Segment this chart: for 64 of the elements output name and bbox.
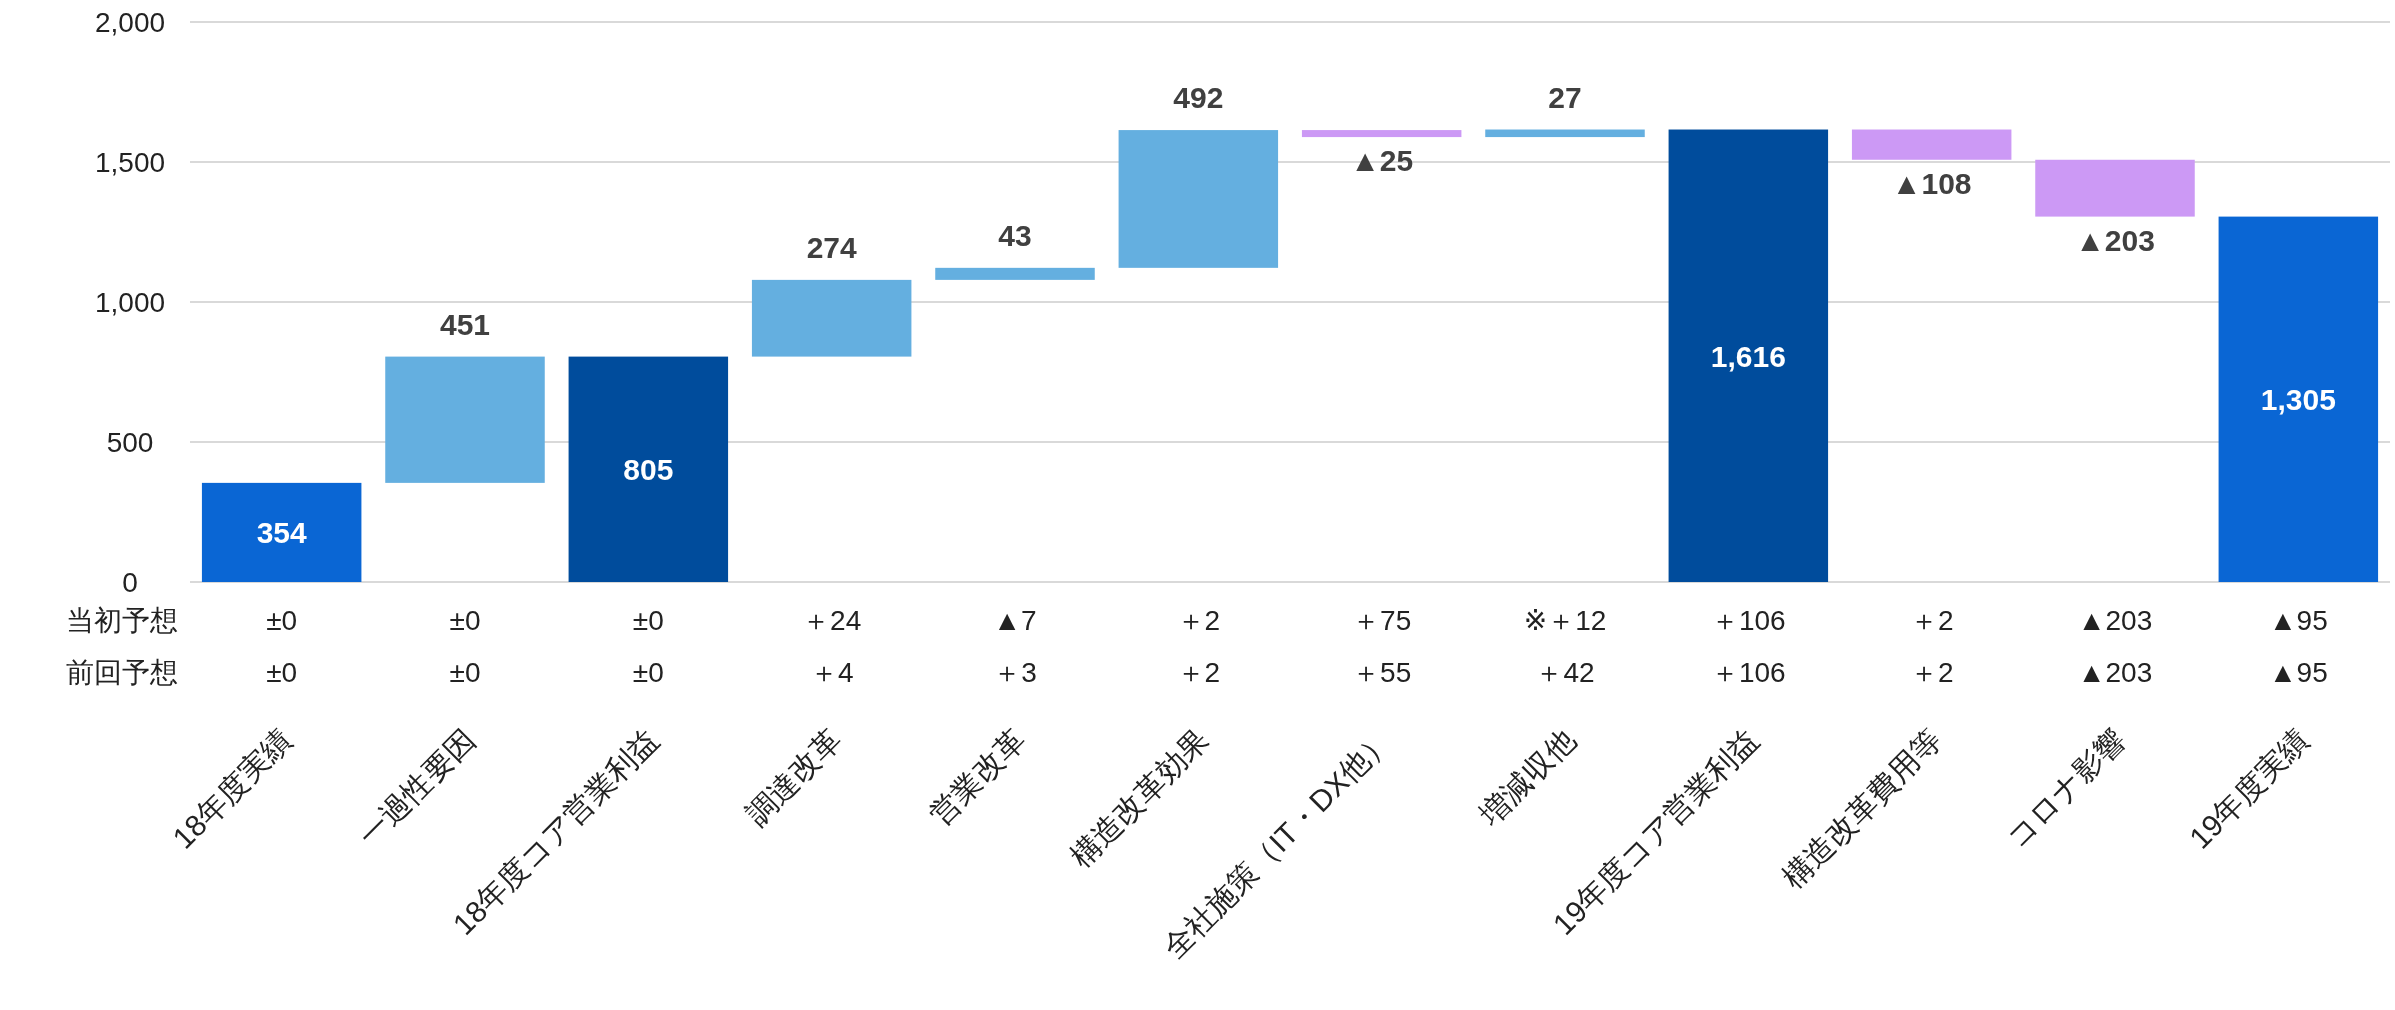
x-tick-label: 構造改革効果	[1063, 722, 1215, 874]
y-tick-label: 2,000	[94, 7, 166, 38]
bar	[1668, 129, 1829, 582]
y-tick-label: 1,500	[94, 147, 166, 178]
text: ＋2	[1176, 605, 1221, 636]
text: ＋55	[1352, 657, 1412, 688]
text: 前回予想	[66, 657, 178, 688]
data-label: ▲203	[2075, 223, 2155, 257]
text: ＋2	[1909, 657, 1954, 688]
text: ±0	[449, 605, 481, 636]
text: ＋2	[1909, 605, 1954, 636]
bar	[385, 356, 545, 483]
data-label: 43	[998, 218, 1032, 252]
data-label: 805	[623, 453, 674, 487]
bar	[1851, 129, 2012, 160]
text: ＋106	[1710, 657, 1786, 688]
text: ▲203	[2077, 657, 2153, 688]
x-tick-label: 一過性要因	[351, 722, 482, 853]
bar	[568, 356, 729, 582]
text: ±0	[266, 605, 298, 636]
text: ＋2	[1176, 657, 1221, 688]
bar	[751, 279, 912, 357]
text: ＋42	[1535, 657, 1595, 688]
bar	[1485, 129, 1645, 138]
data-label: 1,305	[2260, 383, 2336, 417]
text: ▲95	[2268, 605, 2328, 636]
text: ＋75	[1352, 605, 1412, 636]
data-label: 1,616	[1710, 339, 1786, 373]
x-tick-label: 調達改革	[739, 722, 848, 832]
bar	[1118, 130, 1279, 268]
text: ▲203	[2077, 605, 2153, 636]
bar	[935, 267, 1095, 280]
text: ±0	[632, 605, 664, 636]
text: ±0	[632, 657, 664, 688]
text: ▲95	[2268, 657, 2328, 688]
y-tick-label: 0	[122, 567, 138, 598]
bar	[2035, 159, 2195, 217]
text: ＋106	[1710, 605, 1786, 636]
text: ※＋12	[1523, 605, 1607, 636]
bar	[201, 482, 362, 582]
x-tick-label: 営業改革	[923, 722, 1032, 832]
data-label: ▲25	[1350, 144, 1414, 178]
text: ＋3	[993, 657, 1037, 688]
bar	[2218, 216, 2379, 582]
x-tick-label: コロナ影響	[1999, 722, 2132, 855]
text: ＋24	[802, 605, 862, 636]
text: ＋4	[809, 657, 854, 688]
data-label: 492	[1173, 81, 1224, 115]
data-label: 274	[806, 230, 857, 264]
x-tick-label: 構造改革費用等	[1776, 722, 1948, 895]
text: 当初予想	[66, 605, 178, 636]
text: ±0	[449, 657, 481, 688]
bar	[1301, 130, 1462, 138]
x-tick-label: 増減収他	[1472, 722, 1582, 832]
y-tick-label: 1,000	[94, 287, 166, 318]
data-label: 354	[256, 516, 307, 550]
y-tick-label: 500	[106, 427, 154, 458]
data-label: 451	[439, 307, 491, 341]
x-tick-label: 19年度実績	[2182, 722, 2315, 855]
data-label: 27	[1548, 80, 1582, 114]
text: ▲7	[993, 605, 1037, 636]
x-tick-label: 18年度実績	[166, 722, 298, 855]
text: ±0	[266, 657, 298, 688]
data-label: ▲108	[1891, 166, 1972, 200]
